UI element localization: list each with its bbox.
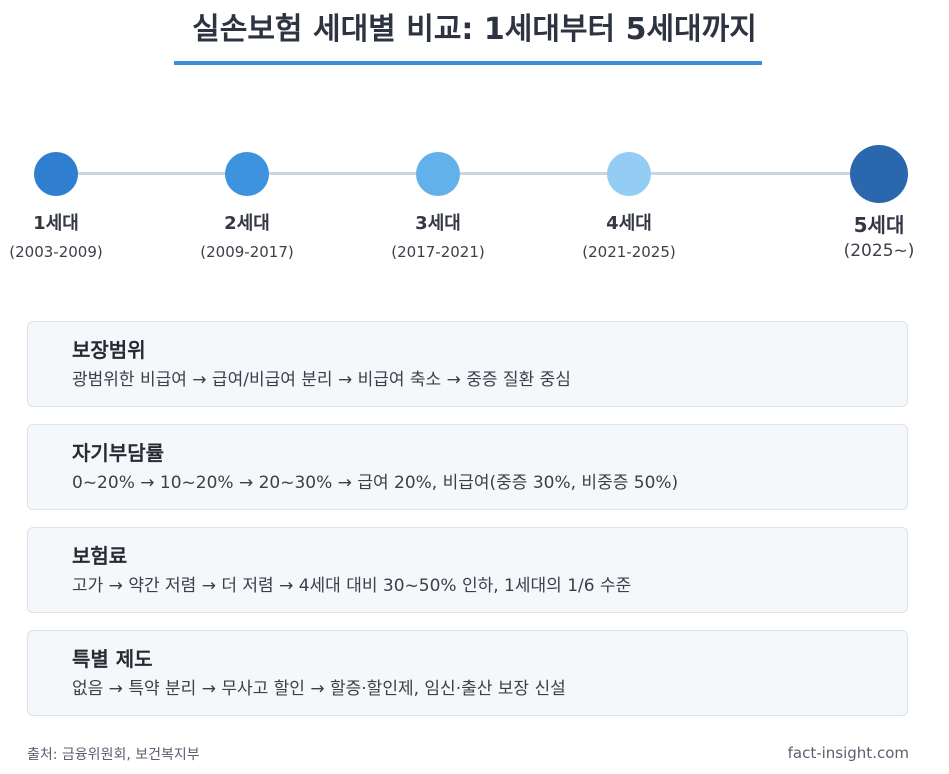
card-coverage: 보장범위 광범위한 비급여 → 급여/비급여 분리 → 비급여 축소 → 중증 … (27, 321, 908, 407)
timeline-item-gen1: 1세대 (2003-2009) (0, 152, 126, 262)
timeline-label-gen4: 4세대 (606, 213, 652, 234)
timeline-dot-gen1 (34, 152, 78, 196)
timeline-dot-gen2 (225, 152, 269, 196)
timeline-label-gen1: 1세대 (33, 213, 79, 234)
timeline-dot-gen5 (850, 145, 908, 203)
timeline-label-gen3: 3세대 (415, 213, 461, 234)
card-copay: 자기부담률 0~20% → 10~20% → 20~30% → 급여 20%, … (27, 424, 908, 510)
card-description: 광범위한 비급여 → 급여/비급여 분리 → 비급여 축소 → 중증 질환 중심 (72, 370, 571, 390)
timeline-item-gen2: 2세대 (2009-2017) (177, 152, 317, 262)
timeline-years-gen1: (2003-2009) (9, 243, 103, 261)
card-description: 0~20% → 10~20% → 20~30% → 급여 20%, 비급여(중증… (72, 473, 679, 493)
card-title: 보장범위 (72, 338, 146, 362)
timeline-line (56, 172, 879, 175)
timeline-item-gen5: 5세대 (2025~) (809, 145, 949, 261)
timeline-years-gen3: (2017-2021) (391, 243, 485, 261)
card-title: 특별 제도 (72, 647, 153, 671)
card-premium: 보험료 고가 → 약간 저렴 → 더 저렴 → 4세대 대비 30~50% 인하… (27, 527, 908, 613)
timeline-item-gen4: 4세대 (2021-2025) (559, 152, 699, 262)
card-title: 보험료 (72, 544, 128, 568)
timeline-dot-gen4 (607, 152, 651, 196)
timeline-years-gen2: (2009-2017) (200, 243, 294, 261)
timeline-years-gen4: (2021-2025) (582, 243, 676, 261)
card-description: 고가 → 약간 저렴 → 더 저렴 → 4세대 대비 30~50% 인하, 1세… (72, 576, 632, 596)
timeline-years-gen5: (2025~) (843, 241, 915, 261)
source-note: 출처: 금융위원회, 보건복지부 (27, 747, 200, 763)
page-title: 실손보험 세대별 비교: 1세대부터 5세대까지 (192, 12, 757, 47)
title-underline (174, 61, 762, 65)
timeline-dot-gen3 (416, 152, 460, 196)
card-title: 자기부담률 (72, 441, 164, 465)
site-link[interactable]: fact-insight.com (787, 744, 909, 762)
timeline-label-gen2: 2세대 (224, 213, 270, 234)
card-description: 없음 → 특약 분리 → 무사고 할인 → 할증·할인제, 임신·출산 보장 신… (72, 679, 566, 699)
timeline-label-gen5: 5세대 (853, 213, 905, 237)
card-special-system: 특별 제도 없음 → 특약 분리 → 무사고 할인 → 할증·할인제, 임신·출… (27, 630, 908, 716)
timeline-item-gen3: 3세대 (2017-2021) (368, 152, 508, 262)
